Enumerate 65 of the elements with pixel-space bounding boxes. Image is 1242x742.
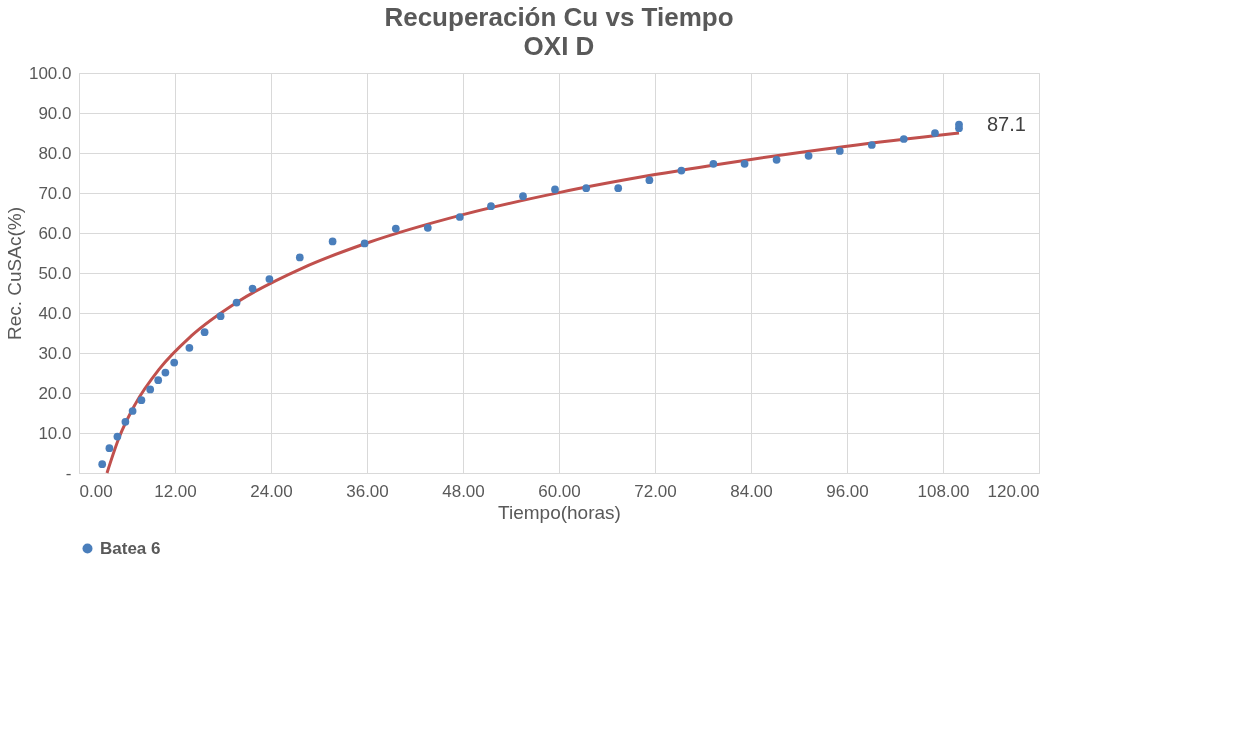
point <box>645 176 654 185</box>
point <box>265 275 274 283</box>
point <box>232 298 241 307</box>
point <box>248 284 257 293</box>
point <box>360 239 369 248</box>
y-tick-label: 100.0 <box>28 63 72 83</box>
point <box>105 444 114 453</box>
data-label: 87.1 <box>987 112 1026 135</box>
point <box>614 184 623 193</box>
point <box>551 185 559 194</box>
point <box>772 155 781 164</box>
x-tick-label: 72.00 <box>634 481 677 501</box>
y-tick-label: 70.0 <box>38 183 72 203</box>
x-tick-label: 96.00 <box>826 481 869 501</box>
point <box>582 184 591 193</box>
point <box>216 312 225 321</box>
point <box>804 151 813 160</box>
point <box>519 192 527 201</box>
x-tick-label: 0.00 <box>79 481 113 501</box>
x-tick-label: 108.00 <box>917 481 970 501</box>
point <box>128 407 137 415</box>
y-tick-label: 10.0 <box>38 423 72 443</box>
point <box>899 135 908 143</box>
chart-subtitle: OXI D <box>523 31 595 61</box>
y-tick-label: 80.0 <box>38 143 72 163</box>
x-tick-label: 84.00 <box>730 481 773 501</box>
y-tick-label: - <box>65 463 72 483</box>
x-axis-title: Tiempo(horas) <box>498 501 621 523</box>
point <box>154 376 163 385</box>
chart-title: Recuperación Cu vs Tiempo <box>384 2 734 32</box>
y-tick-label: 40.0 <box>38 303 72 323</box>
point <box>137 396 146 405</box>
point <box>170 358 179 367</box>
point <box>146 385 155 394</box>
point <box>98 460 107 469</box>
y-tick-label: 60.0 <box>38 223 72 243</box>
point <box>328 237 337 246</box>
y-tick-label: 50.0 <box>38 263 72 283</box>
point <box>931 129 939 137</box>
point <box>295 253 304 262</box>
point <box>391 224 400 233</box>
point <box>185 343 194 352</box>
point <box>867 141 876 149</box>
point <box>835 147 844 155</box>
point <box>677 166 686 175</box>
x-tick-label: 60.00 <box>538 481 581 501</box>
y-tick-label: 20.0 <box>38 383 72 403</box>
point <box>200 328 209 337</box>
point <box>161 368 170 377</box>
point <box>740 159 749 168</box>
point <box>487 202 495 211</box>
point <box>121 417 130 426</box>
x-tick-label: 12.00 <box>154 481 197 501</box>
y-tick-label: 30.0 <box>38 343 72 363</box>
point <box>423 223 432 232</box>
legend-label: Batea 6 <box>100 538 161 558</box>
y-axis-title: Rec. CuSAc(%) <box>3 206 25 341</box>
x-tick-label: 120.00 <box>987 481 1040 501</box>
y-tick-label: 90.0 <box>38 103 72 123</box>
x-tick-label: 24.00 <box>250 481 293 501</box>
point <box>113 432 122 441</box>
point <box>709 159 718 168</box>
point <box>455 213 464 221</box>
x-tick-label: 36.00 <box>346 481 389 501</box>
x-tick-label: 48.00 <box>442 481 485 501</box>
